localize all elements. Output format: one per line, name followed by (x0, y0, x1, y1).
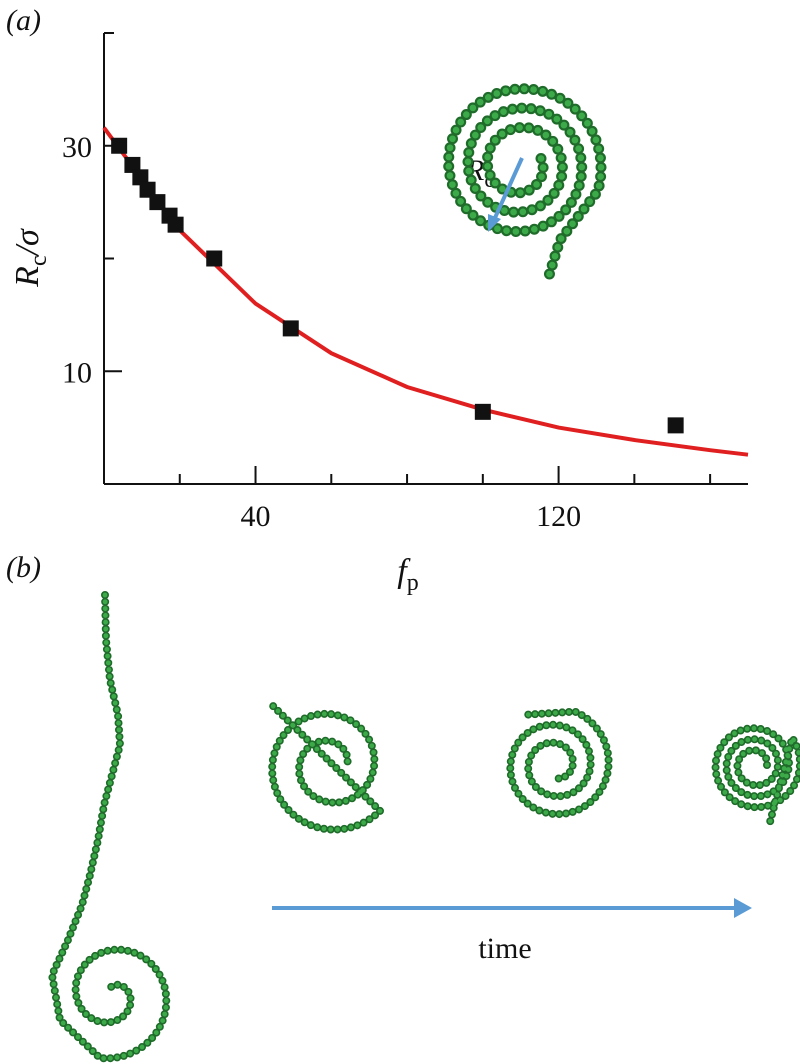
x-axis-label: fp (397, 553, 418, 596)
y-axis-label: Rc/σ (9, 228, 52, 288)
data-point (111, 137, 128, 154)
x-label-sub: p (407, 570, 419, 596)
filaments (47, 83, 800, 1063)
data-point (167, 216, 184, 233)
fit-curve (102, 126, 749, 457)
data-point (139, 181, 156, 198)
data-point (474, 403, 491, 420)
y-label-sub: c (26, 255, 52, 266)
filament-beads (269, 702, 384, 832)
panel-label: (a) (6, 4, 41, 37)
filament-beads (713, 725, 800, 825)
filament-beads (507, 709, 611, 817)
y-tick-label: 10 (62, 356, 92, 389)
filament-beads (49, 592, 169, 1061)
radius-arrow (492, 157, 524, 221)
y-label-rest: /σ (9, 228, 46, 257)
filament-beads (445, 85, 605, 286)
data-point (282, 320, 299, 337)
data-point (206, 250, 223, 267)
data-point (667, 417, 684, 434)
y-label-text: Rc/σ (9, 228, 52, 288)
time-arrow-head (734, 898, 752, 918)
y-tick-label: 30 (62, 131, 92, 164)
x-tick-label: 40 (241, 500, 271, 533)
radius-arrow-head (488, 214, 501, 232)
x-tick-label: 120 (536, 500, 581, 533)
y-label-main: R (9, 266, 46, 288)
data-point (132, 169, 149, 186)
data-point (124, 156, 141, 173)
data-point (149, 194, 166, 211)
time-label: time (478, 932, 531, 965)
panel-label: (b) (6, 551, 41, 584)
